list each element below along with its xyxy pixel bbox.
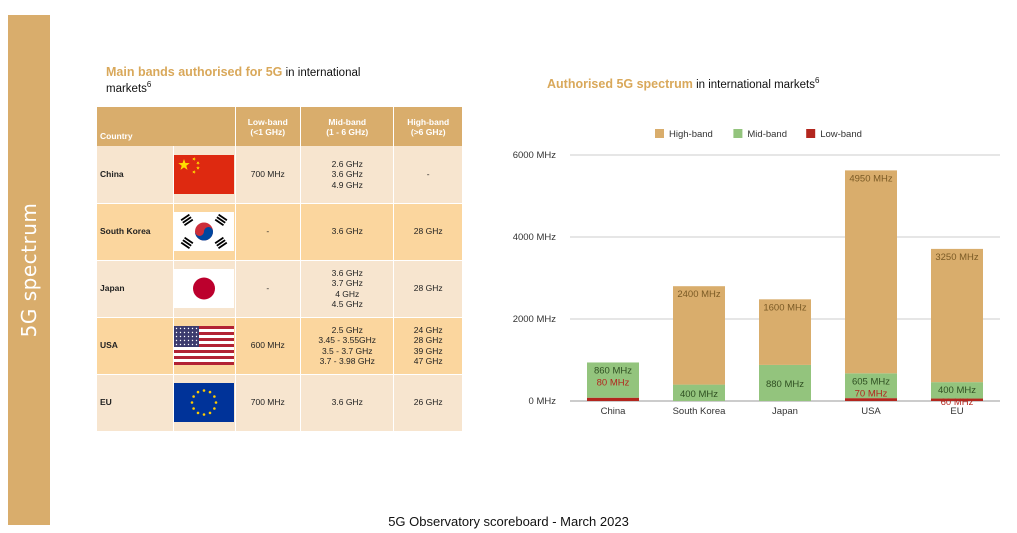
bar-segment — [931, 248, 983, 383]
legend-label: Mid-band — [747, 129, 787, 140]
header-high-band: High-band (>6 GHz) — [393, 107, 463, 146]
data-label: 60 MHz — [941, 397, 974, 408]
header-low-band: Low-band (<1 GHz) — [235, 107, 302, 146]
high-band-value: - — [393, 146, 463, 204]
high-band-value: 26 GHz — [393, 374, 463, 432]
data-label: 605 MHz — [852, 376, 890, 387]
bar-segment — [759, 299, 811, 365]
mid-band-value: 2.5 GHz 3.45 - 3.55GHz 3.5 - 3.7 GHz 3.7 - … — [300, 317, 395, 375]
x-tick-label: EU — [950, 406, 963, 417]
table-row: USA 600 MHz 2.5 GHz 3.45 - 3.55GHz 3.5 - 3.7… — [97, 317, 463, 375]
usa-flag — [173, 317, 236, 375]
legend-swatch — [806, 129, 816, 138]
chart-title-accent: Authorised 5G spectrum — [547, 77, 693, 91]
bar-segment — [931, 398, 983, 401]
bar-segment — [845, 398, 897, 401]
bar-segment — [673, 384, 725, 401]
bar-segment — [931, 382, 983, 399]
y-tick-label: 2000 MHz — [513, 314, 557, 325]
mid-band-value: 3.6 GHz 3.7 GHz 4 GHz 4.5 GHz — [300, 260, 395, 318]
legend-swatch — [655, 129, 664, 138]
table-title-accent: Main bands authorised for 5G — [106, 65, 283, 79]
country-name: Japan — [97, 260, 174, 318]
country-name: EU — [97, 374, 174, 432]
low-band-value: - — [235, 203, 302, 261]
spectrum-bar-chart: 0 MHz 2000 MHz 4000 MHz 6000 MHz High-band Mi… — [513, 129, 1000, 417]
bar-segment — [845, 170, 897, 374]
bar-segment — [759, 364, 811, 401]
bar-segment — [587, 397, 639, 401]
china-flag — [173, 146, 236, 204]
south-korea-flag — [173, 203, 236, 261]
table-row: South Korea -3.6 GHz 28 GHz — [97, 203, 463, 261]
high-band-value: 28 GHz — [393, 203, 463, 261]
chart-title-rest: in international markets — [692, 79, 815, 91]
low-band-value: 700 MHz — [235, 146, 302, 204]
eu-flag — [173, 374, 236, 432]
table-row: China 700 MHz 2.6 GHz 3.6 GHz 4.9 GHz - — [97, 146, 463, 204]
sidebar-title: 5G spectrum — [17, 202, 41, 338]
data-label: 80 MHz — [597, 377, 630, 388]
high-band-value: 24 GHz 28 GHz 39 GHz 47 GHz — [393, 317, 463, 375]
x-tick-label: USA — [861, 406, 881, 417]
data-label: 880 MHz — [766, 379, 804, 390]
japan-flag — [173, 260, 236, 318]
chart-title-footnote: 6 — [814, 76, 820, 86]
table-row: EU 700 MHz 3.6 GHz 26 GHz — [97, 374, 463, 432]
mid-band-value: 3.6 GHz — [300, 203, 395, 261]
data-label: 2400 MHz — [677, 289, 721, 300]
country-name: China — [97, 146, 174, 204]
table-header-row: Country Low-band (<1 GHz) Mid-band (1 - 6 … — [97, 107, 463, 146]
country-name: South Korea — [97, 203, 174, 261]
chart-title: Authorised 5G spectrum in international … — [547, 77, 819, 91]
table-title: Main bands authorised for 5G in internat… — [106, 64, 406, 97]
bar-segment — [587, 362, 639, 398]
header-country: Country — [97, 107, 236, 146]
x-tick-label: South Korea — [673, 406, 727, 417]
legend-label: Low-band — [820, 129, 862, 140]
table-title-rest: in international markets — [106, 67, 361, 95]
low-band-value: 600 MHz — [235, 317, 302, 375]
x-tick-label: China — [601, 406, 627, 417]
table-title-footnote: 6 — [146, 80, 152, 90]
bands-table: Country Low-band (<1 GHz) Mid-band (1 - 6 … — [97, 107, 463, 432]
data-label: 1600 MHz — [763, 302, 807, 313]
country-name: USA — [97, 317, 174, 375]
y-tick-label: 0 MHz — [529, 396, 557, 407]
data-label: 4950 MHz — [849, 173, 893, 184]
y-tick-label: 6000 MHz — [513, 150, 557, 161]
data-label: 400 MHz — [938, 385, 976, 396]
data-label: 3250 MHz — [935, 252, 979, 263]
low-band-value: - — [235, 260, 302, 318]
data-label: 860 MHz — [594, 365, 632, 376]
legend-label: High-band — [669, 129, 713, 140]
high-band-value: 28 GHz — [393, 260, 463, 318]
header-mid-band: Mid-band (1 - 6 GHz) — [300, 107, 395, 146]
sidebar: 5G spectrum — [8, 15, 50, 525]
bar-segment — [845, 373, 897, 399]
data-label: 70 MHz — [855, 388, 888, 399]
mid-band-value: 3.6 GHz — [300, 374, 395, 432]
low-band-value: 700 MHz — [235, 374, 302, 432]
y-tick-label: 4000 MHz — [513, 232, 557, 243]
footer: 5G Observatory scoreboard - March 2023 — [388, 514, 629, 529]
table-row: Japan -3.6 GHz 3.7 GHz 4 GHz 4.5 GHz 28 GHz — [97, 260, 463, 318]
x-tick-label: Japan — [772, 406, 798, 417]
mid-band-value: 2.6 GHz 3.6 GHz 4.9 GHz — [300, 146, 395, 204]
data-label: 400 MHz — [680, 389, 718, 400]
legend-swatch — [733, 129, 743, 138]
bar-segment — [673, 286, 725, 385]
